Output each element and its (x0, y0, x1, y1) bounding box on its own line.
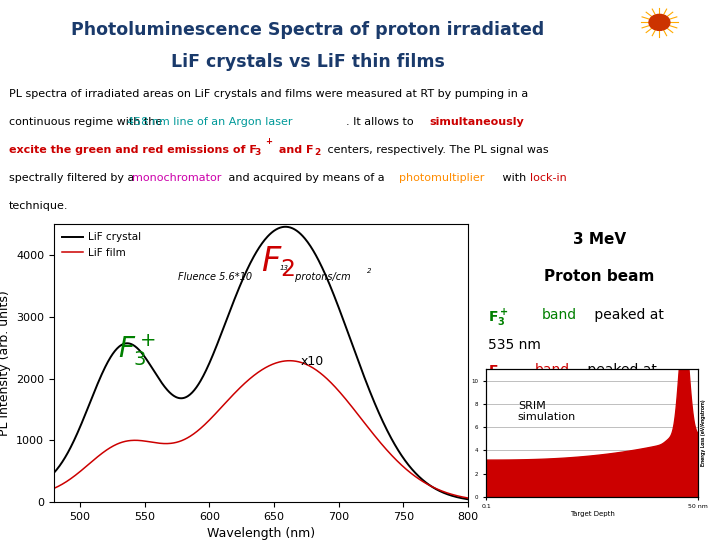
Text: . It allows to: . It allows to (346, 117, 418, 127)
Text: SRIM
simulation: SRIM simulation (518, 401, 576, 422)
Text: 2: 2 (314, 148, 320, 157)
Text: simultaneously: simultaneously (430, 117, 525, 127)
Text: ENEA: ENEA (678, 11, 716, 24)
Text: band: band (541, 308, 577, 321)
Text: 535 nm: 535 nm (488, 338, 541, 352)
Text: $\mathit{F_2}$: $\mathit{F_2}$ (261, 245, 294, 279)
Text: 458 nm line of an Argon laser: 458 nm line of an Argon laser (127, 117, 292, 127)
Text: protons/cm: protons/cm (292, 272, 351, 282)
Text: band: band (534, 363, 570, 377)
Circle shape (649, 15, 670, 30)
LiF crystal (237, 279, 246, 286)
LiF film (123, 438, 132, 444)
Text: lock-in: lock-in (530, 173, 567, 184)
LiF film (285, 357, 294, 364)
Text: and acquired by means of a: and acquired by means of a (225, 173, 389, 184)
LiF crystal (156, 377, 165, 384)
Text: centers, respectively. The PL signal was: centers, respectively. The PL signal was (324, 145, 549, 156)
LiF crystal (362, 379, 371, 386)
Legend: LiF crystal, LiF film: LiF crystal, LiF film (59, 230, 145, 261)
Text: 13: 13 (279, 265, 289, 271)
LiF crystal (294, 229, 303, 235)
Text: excite the green and red emissions of F: excite the green and red emissions of F (9, 145, 256, 156)
X-axis label: Target Depth: Target Depth (570, 511, 615, 517)
Text: Proton beam: Proton beam (544, 268, 654, 284)
Text: peaked at: peaked at (590, 308, 664, 321)
Text: $\mathit{F_3^+}$: $\mathit{F_3^+}$ (118, 332, 156, 368)
Y-axis label: PL intensity (arb. units): PL intensity (arb. units) (0, 291, 11, 436)
Text: 3 MeV: 3 MeV (573, 232, 626, 247)
Text: continuous regime with the: continuous regime with the (9, 117, 166, 127)
Text: photomultiplier: photomultiplier (399, 173, 485, 184)
Text: technique.: technique. (9, 201, 68, 212)
Text: x10: x10 (300, 355, 323, 368)
LiF crystal (123, 340, 132, 347)
Text: $\mathbf{F_2}$: $\mathbf{F_2}$ (488, 363, 506, 380)
LiF film (464, 495, 472, 501)
LiF film (362, 422, 371, 429)
Text: Fluence 5.6*10: Fluence 5.6*10 (179, 272, 252, 282)
Text: +: + (265, 137, 272, 146)
Text: 2: 2 (367, 268, 372, 274)
Text: $\mathbf{F_3^+}$: $\mathbf{F_3^+}$ (488, 308, 509, 329)
LiF crystal (327, 285, 336, 292)
Text: LiF crystals vs LiF thin films: LiF crystals vs LiF thin films (171, 53, 445, 71)
LiF crystal (50, 469, 58, 476)
Text: 670 nm: 670 nm (488, 394, 541, 408)
Line: LiF crystal: LiF crystal (54, 227, 468, 500)
Y-axis label: Energy Loss (eV/Angstrom): Energy Loss (eV/Angstrom) (701, 400, 706, 466)
LiF crystal (282, 224, 290, 230)
X-axis label: Wavelength (nm): Wavelength (nm) (207, 528, 315, 540)
LiF film (294, 359, 303, 365)
Text: and F: and F (275, 145, 313, 156)
Text: AGENZIA NAZIONALE
PER LE NUOVE TECNOLOGIE, L'ENERGIA
E LO SVILUPPO ECONOMICO SOS: AGENZIA NAZIONALE PER LE NUOVE TECNOLOGI… (656, 45, 720, 58)
LiF crystal (464, 496, 472, 503)
Text: 3: 3 (254, 148, 261, 157)
Y-axis label: Energy Loss (eV/Angstrom): Energy Loss (eV/Angstrom) (701, 400, 706, 466)
Text: Photoluminescence Spectra of proton irradiated: Photoluminescence Spectra of proton irra… (71, 21, 544, 38)
Text: peaked at: peaked at (582, 363, 657, 377)
LiF film (50, 485, 58, 491)
Text: PL spectra of irradiated areas on LiF crystals and films were measured at RT by : PL spectra of irradiated areas on LiF cr… (9, 89, 528, 99)
Text: with: with (499, 173, 530, 184)
Line: LiF film: LiF film (54, 361, 468, 498)
Text: monochromator: monochromator (132, 173, 222, 184)
Text: spectrally filtered by a: spectrally filtered by a (9, 173, 138, 184)
LiF film (237, 383, 246, 390)
LiF film (327, 380, 336, 386)
LiF film (156, 440, 165, 447)
